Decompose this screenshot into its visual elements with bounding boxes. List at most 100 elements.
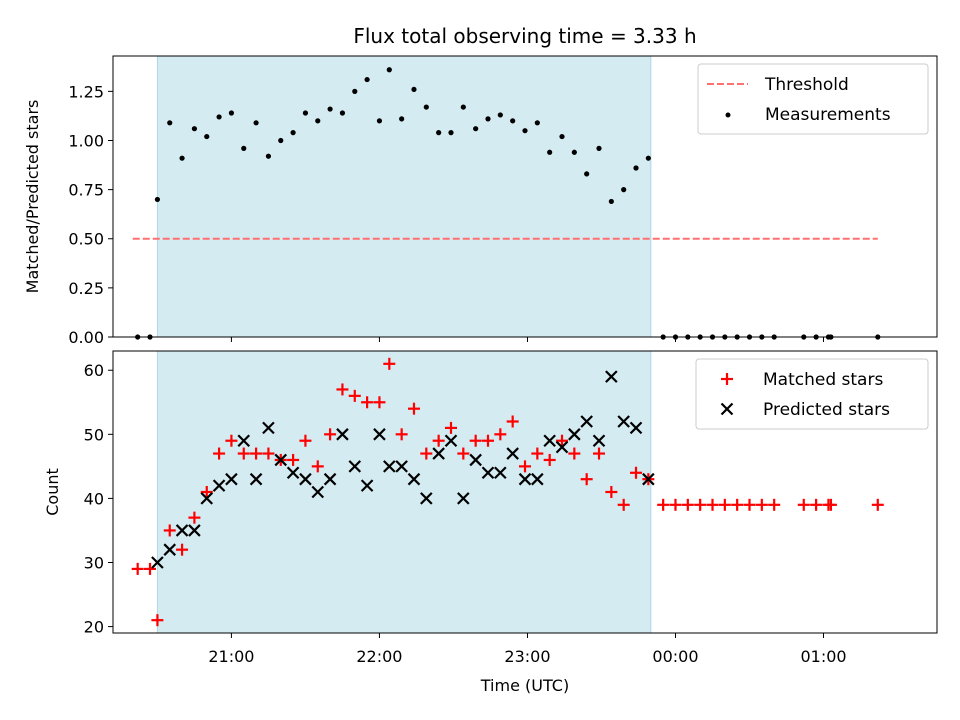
matched-star-point: [144, 562, 157, 575]
predicted-star-point: [580, 415, 593, 428]
matched-star-point: [225, 434, 238, 447]
x-tick-label: 21:00: [208, 647, 254, 666]
measurement-point: [315, 118, 321, 124]
matched-star-point: [469, 434, 482, 447]
measurement-point: [485, 116, 491, 122]
cross-b: [151, 556, 164, 569]
cross-b: [506, 447, 519, 460]
measurement-point: [339, 110, 346, 116]
top-axes-frame: [112, 55, 938, 338]
predicted-star-point: [200, 492, 214, 505]
measurement-point: [448, 130, 454, 136]
matched-star-point: [163, 524, 176, 537]
y-tick-label: 1.25: [68, 82, 104, 101]
predicted-star-point: [543, 434, 556, 448]
cross-b: [432, 447, 445, 460]
measurement-point: [571, 149, 577, 155]
measurement-point: [596, 145, 602, 151]
predicted-star-point: [518, 472, 532, 486]
legend-predicted-label: Predicted stars: [763, 400, 890, 420]
predicted-star-point: [274, 453, 288, 467]
predicted-star-point: [617, 415, 630, 428]
matched-star-point: [768, 498, 781, 511]
matched-star-point: [299, 434, 312, 447]
measurement-point: [522, 128, 528, 134]
predicted-star-point: [642, 472, 655, 486]
matched-star-point: [420, 447, 433, 460]
matched-star-point: [519, 460, 531, 473]
matched-star-point: [681, 498, 694, 511]
measurement-point: [364, 76, 370, 83]
cross-b: [592, 434, 606, 448]
predicted-star-point: [481, 466, 495, 480]
legend-matched-swatch: [721, 373, 733, 385]
x-tick-label: 22:00: [356, 647, 402, 666]
measurement-point: [167, 120, 173, 126]
top-x-axis-ticks: [230, 337, 825, 342]
matched-star-point: [395, 428, 408, 441]
cross-b: [188, 524, 201, 537]
matched-star-point: [200, 486, 213, 498]
y-tick-label: 60: [84, 361, 104, 380]
legend-cross-marker: [720, 402, 734, 416]
matched-star-point: [131, 562, 144, 575]
predicted-stars-points: [151, 370, 655, 569]
cross-b: [481, 466, 495, 480]
cross-b: [237, 434, 251, 448]
predicted-star-point: [444, 434, 458, 448]
predicted-star-point: [629, 421, 643, 435]
predicted-star-point: [323, 472, 337, 486]
top-observing-window-shade: [156, 55, 652, 338]
measurement-point: [228, 110, 235, 116]
cross-b: [444, 434, 458, 448]
predicted-star-point: [592, 434, 606, 448]
predicted-star-point: [151, 556, 164, 569]
y-tick-label: 0.00: [68, 328, 104, 347]
bottom-y-axis-ticks: 20 30 40 50 60: [84, 361, 113, 637]
cross-b: [262, 421, 275, 435]
matched-star-point: [336, 383, 349, 396]
cross-b: [212, 479, 226, 492]
matched-star-point: [213, 447, 226, 460]
legend-predicted-swatch: [720, 402, 734, 416]
measurement-point: [547, 149, 553, 155]
legend-threshold-label: Threshold: [764, 75, 849, 95]
predicted-star-point: [237, 434, 251, 448]
matched-star-point: [262, 447, 275, 460]
measurement-point: [399, 116, 405, 122]
top-panel: 0.00 0.25 0.50 0.75 1.00 1.25 Matched/Predict…: [23, 55, 938, 347]
matched-star-point: [506, 415, 519, 428]
top-legend-box: [697, 63, 929, 135]
legend-measurements-swatch: [725, 112, 731, 118]
cross-b: [457, 492, 470, 505]
cross-b: [311, 485, 325, 499]
measurement-point: [204, 133, 210, 140]
measurement-point: [290, 130, 296, 136]
y-tick-label: 50: [84, 425, 104, 444]
predicted-star-point: [336, 428, 349, 441]
predicted-star-point: [311, 485, 325, 499]
matched-stars-points: [131, 357, 884, 627]
matched-star-point: [694, 498, 707, 511]
measurement-point: [241, 145, 247, 151]
cross-b: [249, 472, 263, 486]
matched-star-point: [657, 498, 670, 511]
top-y-axis-label: Matched/Predicted stars: [23, 100, 42, 294]
y-tick-label: 0.50: [68, 230, 104, 249]
predicted-star-point: [605, 370, 618, 383]
x-tick-label: 01:00: [800, 647, 846, 666]
predicted-star-point: [383, 460, 396, 473]
legend-measurements-label: Measurements: [765, 105, 891, 125]
measurement-point: [376, 118, 383, 124]
measurement-point: [534, 120, 540, 126]
measurement-point: [436, 130, 442, 136]
bottom-x-axis-ticks: 21:00 22:00 23:00 00:00 01:00: [208, 633, 847, 666]
matched-star-point: [731, 498, 744, 511]
predicted-star-point: [432, 447, 445, 460]
measurement-point: [510, 118, 516, 124]
matched-star-point: [383, 357, 396, 370]
y-tick-label: 0.25: [68, 279, 104, 298]
cross-b: [494, 466, 507, 480]
cross-b: [605, 370, 618, 383]
